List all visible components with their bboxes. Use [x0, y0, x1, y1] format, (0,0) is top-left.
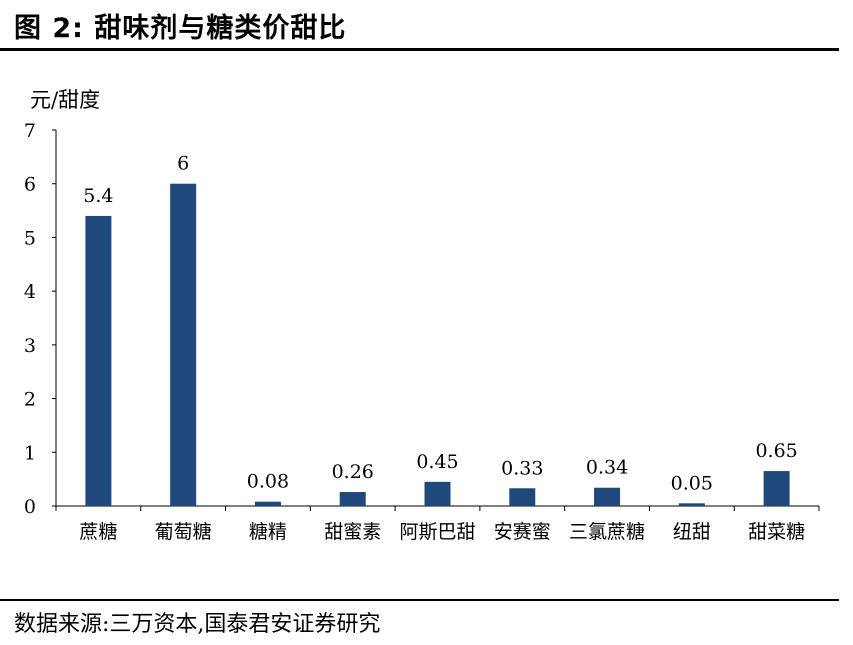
- y-tick-label: 4: [24, 281, 36, 303]
- bar: [424, 481, 451, 506]
- bar: [509, 488, 536, 506]
- data-label: 0.65: [755, 440, 797, 462]
- bar: [85, 215, 112, 506]
- source-rule: [0, 599, 839, 601]
- data-label: 0.33: [501, 457, 543, 479]
- figure-title: 图 2: 甜味剂与糖类价甜比: [14, 13, 347, 44]
- bar: [678, 503, 705, 506]
- y-tick-label: 1: [24, 442, 36, 464]
- x-tick-label: 甜菜糖: [748, 521, 805, 543]
- y-tick-label: 6: [24, 174, 36, 196]
- x-tick-label: 安赛蜜: [494, 521, 551, 543]
- y-tick-label: 7: [24, 120, 36, 142]
- data-label: 0.45: [416, 451, 458, 473]
- source-note: 数据来源:三万资本,国泰君安证券研究: [14, 612, 381, 637]
- bar: [763, 471, 790, 506]
- y-tick-label: 3: [24, 335, 36, 357]
- x-tick-label: 葡萄糖: [155, 521, 212, 543]
- x-tick-label: 甜蜜素: [324, 521, 381, 543]
- data-label: 5.4: [83, 185, 113, 207]
- bar: [594, 487, 621, 506]
- data-label: 0.26: [332, 461, 374, 483]
- y-tick-label: 2: [24, 389, 36, 411]
- data-label: 0.08: [247, 471, 289, 493]
- chart-axes: 0 1 2 3 4 5 6 7: [24, 120, 820, 518]
- y-axis-label: 元/甜度: [30, 88, 101, 112]
- x-tick-label: 糖精: [249, 521, 287, 543]
- bar: [254, 501, 281, 506]
- chart-bars: [85, 183, 790, 506]
- bar: [170, 183, 197, 506]
- y-tick-label: 5: [24, 227, 36, 249]
- data-label: 0.05: [671, 472, 713, 494]
- x-tick-label: 纽甜: [673, 521, 711, 543]
- chart-labels: 5.4 蔗糖 6 葡萄糖 0.08 糖精 0.26 甜蜜素 0.45 阿斯巴甜 0.33 安赛蜜 0.3…: [79, 153, 805, 543]
- bar-chart: 0 1 2 3 4 5 6 7 5.4 蔗糖 6 葡萄糖 0.08 糖精 0.26 甜蜜素 0.45 阿斯巴甜 0…: [24, 120, 820, 543]
- y-tick-label: 0: [24, 496, 36, 518]
- data-label: 6: [177, 153, 189, 175]
- x-tick-label: 蔗糖: [79, 521, 117, 543]
- bar: [339, 492, 366, 506]
- title-rule: [0, 48, 839, 51]
- data-label: 0.34: [586, 457, 628, 479]
- x-tick-label: 三氯蔗糖: [569, 521, 645, 543]
- x-tick-label: 阿斯巴甜: [399, 521, 475, 543]
